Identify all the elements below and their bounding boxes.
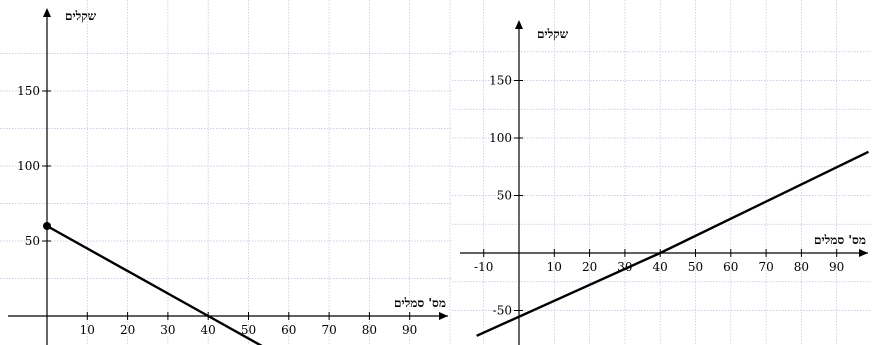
y-tick-label: 150 (489, 74, 512, 88)
data-point (43, 222, 51, 230)
y-axis-label: שקלים (65, 9, 97, 23)
y-tick-label: 50 (497, 189, 512, 203)
x-tick-label: 90 (402, 323, 417, 337)
x-tick-label: 80 (794, 260, 809, 274)
panel-contents: 10 20 30 40 50 60 70 80 90 50 100 150 שקלים מס' סמלים (0, 0, 452, 345)
x-axis-arrowhead (859, 249, 868, 257)
x-tick-label: 70 (758, 260, 773, 274)
x-axis-label: מס' סמלים (394, 296, 446, 310)
x-axis-arrowhead (439, 312, 448, 320)
x-tick-label: 90 (829, 260, 844, 274)
x-tick-label: 70 (321, 323, 336, 337)
chart-panel-1: 10 20 30 40 50 60 70 80 90 50 100 150 שקלים מס' סמלים (0, 0, 452, 345)
x-tick-label: 50 (688, 260, 703, 274)
x-tick-label: 30 (160, 323, 175, 337)
y-tick-label: 150 (17, 84, 40, 98)
y-tick-label: 100 (17, 159, 40, 173)
y-tick-label: 100 (489, 131, 512, 145)
x-tick-label: 40 (201, 323, 216, 337)
x-tick-label: 40 (653, 260, 668, 274)
x-tick-label: 20 (120, 323, 135, 337)
y-tick-label: 50 (25, 234, 40, 248)
y-axis-arrowhead (43, 8, 51, 17)
x-tick-label: 10 (547, 260, 562, 274)
x-tick-label: -10 (474, 260, 493, 274)
series-line (476, 150, 869, 337)
x-tick-label: 20 (582, 260, 597, 274)
x-axis-label: מס' סמלים (814, 233, 866, 247)
x-tick-label: 50 (241, 323, 256, 337)
x-tick-label: 80 (362, 323, 377, 337)
x-tick-label: 60 (723, 260, 738, 274)
x-tick-label: 60 (281, 323, 296, 337)
series-line (46, 224, 263, 345)
y-axis-label: שקלים (537, 27, 569, 41)
y-tick-label: -50 (493, 304, 512, 318)
x-tick-label: 10 (80, 323, 95, 337)
panel-contents: -10 10 20 30 40 50 60 70 80 90-5050100150שקליםמס'… (452, 0, 872, 345)
y-axis-arrowhead (515, 20, 523, 29)
chart-panel-2: -10 10 20 30 40 50 60 70 80 90-5050100150שקליםמס'… (452, 0, 872, 345)
